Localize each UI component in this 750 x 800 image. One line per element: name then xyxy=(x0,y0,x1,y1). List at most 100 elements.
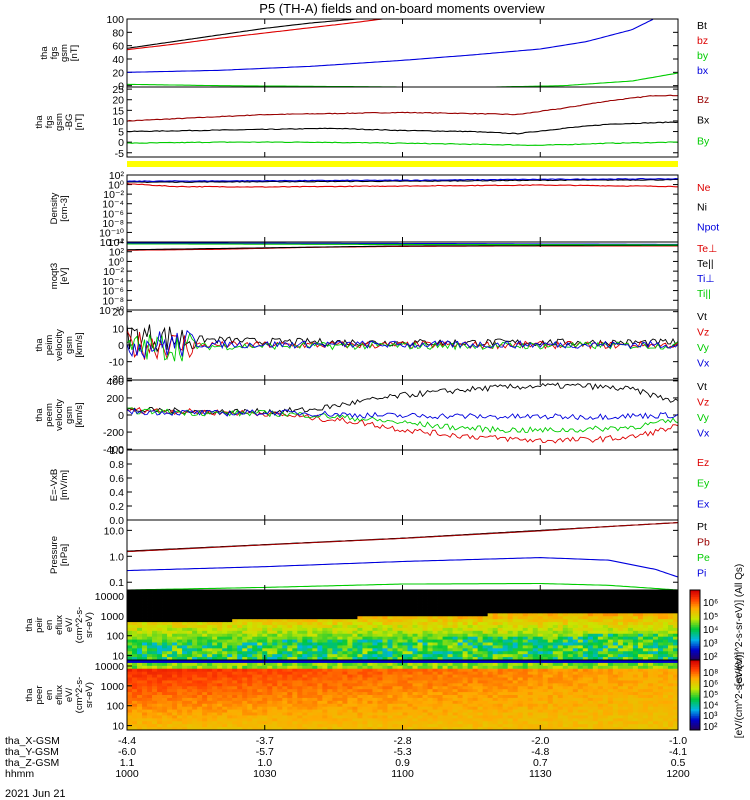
heatmap-cell xyxy=(312,657,318,661)
heatmap-cell xyxy=(317,660,323,664)
heatmap-cell xyxy=(532,601,539,605)
heatmap-cell xyxy=(347,709,353,713)
heatmap-cell xyxy=(357,727,363,731)
heatmap-cell xyxy=(272,724,278,728)
heatmap-cell xyxy=(632,657,639,661)
heatmap-cell xyxy=(282,619,288,623)
heatmap-cell xyxy=(477,590,484,594)
heatmap-cell xyxy=(222,718,228,722)
heatmap-cell xyxy=(342,642,348,646)
heatmap-cell xyxy=(417,695,423,699)
heatmap-cell xyxy=(427,622,433,626)
heatmap-cell xyxy=(282,639,288,643)
heatmap-cell xyxy=(297,671,303,675)
heatmap-cell xyxy=(232,662,238,667)
heatmap-cell xyxy=(622,607,629,611)
heatmap-cell xyxy=(327,703,333,708)
panel-6-ylabel-line: gsm xyxy=(64,406,75,424)
heatmap-cell xyxy=(317,595,323,600)
heatmap-cell xyxy=(232,604,238,608)
heatmap-cell xyxy=(627,657,634,661)
heatmap-cell xyxy=(167,689,173,693)
heatmap-cell xyxy=(307,721,313,725)
heatmap-cell xyxy=(407,633,413,638)
heatmap-cell xyxy=(382,627,388,632)
heatmap-cell xyxy=(152,689,158,693)
heatmap-cell xyxy=(277,633,283,638)
heatmap-cell xyxy=(177,622,183,626)
heatmap-cell xyxy=(127,712,133,716)
heatmap-cell xyxy=(392,625,398,629)
heatmap-cell xyxy=(137,633,143,638)
heatmap-cell xyxy=(407,718,413,722)
heatmap-cell xyxy=(167,695,173,699)
heatmap-cell xyxy=(237,622,243,626)
heatmap-cell xyxy=(517,671,524,675)
heatmap-cell xyxy=(642,601,649,605)
heatmap-cell xyxy=(452,718,458,722)
heatmap-cell xyxy=(192,633,198,638)
heatmap-cell xyxy=(312,660,318,664)
heatmap-cell xyxy=(307,598,313,603)
heatmap-cell xyxy=(442,651,448,655)
heatmap-cell xyxy=(157,648,163,652)
heatmap-cell xyxy=(262,683,268,687)
legend-bx: Bx xyxy=(697,115,710,127)
heatmap-cell xyxy=(562,613,569,617)
heatmap-cell xyxy=(432,622,438,626)
heatmap-cell xyxy=(632,645,639,649)
heatmap-cell xyxy=(417,598,423,603)
heatmap-cell xyxy=(522,700,529,705)
heatmap-cell xyxy=(247,607,253,611)
heatmap-cell xyxy=(197,668,203,673)
heatmap-cell xyxy=(252,703,258,708)
heatmap-cell xyxy=(172,592,178,597)
heatmap-cell xyxy=(377,654,383,658)
heatmap-cell xyxy=(137,604,143,608)
heatmap-cell xyxy=(387,660,393,664)
heatmap-cell xyxy=(147,706,153,710)
heatmap-cell xyxy=(607,645,614,649)
heatmap-cell xyxy=(397,727,403,731)
heatmap-cell xyxy=(162,660,168,664)
panel-10: tha peer en eflux eV/(cm^2-s-sr-eV)100001000… xyxy=(24,652,745,739)
heatmap-cell xyxy=(472,695,479,699)
colorbar-cell xyxy=(690,595,700,598)
heatmap-cell xyxy=(202,706,208,710)
heatmap-cell xyxy=(607,642,614,646)
heatmap-cell xyxy=(332,706,338,710)
legend-te⊥: Te⊥ xyxy=(697,243,717,255)
heatmap-cell xyxy=(427,674,433,678)
heatmap-cell xyxy=(492,610,499,614)
heatmap-cell xyxy=(342,686,348,690)
heatmap-cell xyxy=(287,662,293,667)
heatmap-cell xyxy=(477,706,484,710)
heatmap-cell xyxy=(367,633,373,638)
heatmap-cell xyxy=(197,660,203,664)
heatmap-cell xyxy=(267,689,273,693)
heatmap-cell xyxy=(307,686,313,690)
heatmap-cell xyxy=(532,662,539,667)
heatmap-cell xyxy=(327,601,333,605)
heatmap-cell xyxy=(272,671,278,675)
heatmap-cell xyxy=(397,686,403,690)
heatmap-cell xyxy=(247,724,253,728)
heatmap-cell xyxy=(162,718,168,722)
heatmap-cell xyxy=(257,633,263,638)
heatmap-cell xyxy=(532,680,539,684)
heatmap-cell xyxy=(492,674,499,678)
heatmap-cell xyxy=(352,706,358,710)
heatmap-cell xyxy=(227,703,233,708)
heatmap-cell xyxy=(312,595,318,600)
heatmap-cell xyxy=(272,607,278,611)
heatmap-cell xyxy=(332,648,338,652)
heatmap-cell xyxy=(232,683,238,687)
heatmap-cell xyxy=(597,651,604,655)
heatmap-cell xyxy=(207,590,213,594)
heatmap-cell xyxy=(217,700,223,705)
heatmap-cell xyxy=(442,671,448,675)
heatmap-cell xyxy=(572,651,579,655)
heatmap-cell xyxy=(437,604,443,608)
heatmap-cell xyxy=(402,665,408,670)
heatmap-cell xyxy=(297,625,303,629)
